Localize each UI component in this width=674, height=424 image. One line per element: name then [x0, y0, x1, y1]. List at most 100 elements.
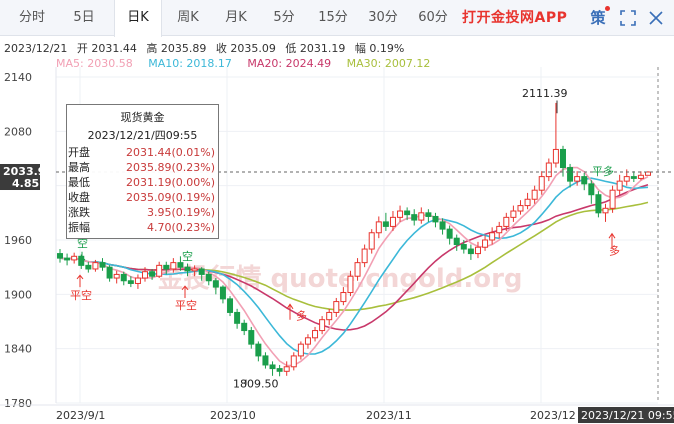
candle-body	[482, 239, 489, 248]
tab-timeshare[interactable]: 分时	[18, 10, 45, 25]
signal-arrow	[76, 274, 84, 288]
tooltip-title: 现货黄金	[120, 111, 165, 124]
current-price-label: 2033.9	[3, 165, 45, 178]
candle-body	[609, 189, 616, 209]
candle-body	[510, 210, 517, 218]
info-close: 收 2035.09	[215, 42, 276, 55]
info-amplitude: 幅 0.19%	[354, 42, 405, 55]
x-tick-label: 2023/9/1	[56, 409, 105, 422]
candle-body	[149, 271, 156, 277]
candlestick-chart[interactable]: 2140208020201960190018401780金投行情 quote.c…	[0, 36, 674, 424]
candle-body	[354, 262, 361, 277]
candle-body	[212, 280, 219, 288]
candle-body	[637, 174, 644, 179]
candle-body	[467, 248, 474, 255]
candle-body	[496, 225, 503, 234]
candle-body	[574, 176, 581, 182]
x-tick-label: 2023/11	[366, 409, 412, 422]
ohlc-tooltip: 现货黄金 2023/12/21/四09:55 开盘 2031.44(0.01%) …	[66, 104, 219, 239]
candle-body	[99, 262, 106, 268]
tab-5min[interactable]: 5分	[273, 10, 295, 25]
tooltip-date: 2023/12/21/四09:55	[87, 129, 198, 142]
y-tick-label: 2140	[4, 71, 32, 84]
tooltip-row-high: 最高 2035.89(0.23%)	[68, 161, 215, 174]
y-tick-label: 1780	[4, 397, 32, 410]
candle-body	[347, 275, 354, 294]
candle-body	[290, 355, 297, 368]
candle-body	[227, 298, 234, 313]
candle-body	[602, 207, 609, 214]
ma-legend: MA5: 2030.58 MA10: 2018.17 MA20: 2024.49…	[56, 57, 442, 70]
candle-body	[92, 262, 99, 270]
candle-body	[127, 280, 134, 284]
tab-60min[interactable]: 60分	[418, 10, 448, 25]
candle-body	[538, 176, 545, 191]
candle-body	[57, 253, 63, 259]
candle-body	[170, 262, 177, 270]
info-open: 开 2031.44	[76, 42, 137, 55]
tab-15min[interactable]: 15分	[318, 10, 348, 25]
signal-long-1: 多	[296, 309, 307, 323]
candle-body	[326, 311, 333, 321]
candle-body	[425, 212, 432, 217]
low-annotation: 1809.50	[233, 378, 279, 391]
candle-body	[312, 330, 319, 339]
signal-arrow	[286, 303, 294, 320]
tab-5day[interactable]: 5日	[73, 10, 95, 25]
tab-weekly-k[interactable]: 周K	[177, 10, 199, 25]
candle-body	[113, 273, 120, 279]
candle-body	[552, 148, 559, 164]
tooltip-row-close: 收盘 2035.09(0.19%)	[68, 191, 215, 204]
expand-icon[interactable]	[618, 7, 638, 29]
signal-arrow	[78, 251, 86, 264]
candle-body	[446, 228, 453, 239]
high-annotation: 2111.39	[522, 87, 568, 100]
candle-body	[623, 176, 630, 182]
candle-body	[517, 205, 524, 212]
candle-body	[524, 198, 531, 207]
candle-body	[219, 286, 226, 300]
ma20-label: MA20: 2024.49	[247, 57, 332, 70]
signal-arrow	[181, 285, 189, 298]
candle-body	[134, 277, 141, 284]
tab-daily-k[interactable]: 日K	[114, 0, 162, 37]
candle-body	[361, 248, 368, 264]
candle-body	[333, 301, 340, 313]
candle-body	[375, 221, 382, 234]
candle-body	[397, 210, 404, 218]
close-icon[interactable]	[646, 7, 666, 29]
candle-body	[595, 194, 602, 214]
candle-body	[368, 232, 375, 250]
candle-body	[630, 176, 637, 179]
candle-body	[439, 221, 446, 230]
candle-body	[616, 180, 623, 191]
tab-30min[interactable]: 30分	[368, 10, 398, 25]
y-tick-label: 1840	[4, 343, 32, 356]
tooltip-row-change: 涨跌 3.95(0.19%)	[68, 206, 215, 219]
candle-body	[191, 268, 198, 272]
candle-body	[474, 246, 481, 255]
candle-body	[163, 264, 170, 270]
ohlc-info-bar: 2023/12/21 开 2031.44 高 2035.89 收 2035.09…	[4, 40, 410, 56]
candle-body	[85, 264, 92, 270]
candle-body	[432, 215, 439, 223]
y-tick-label: 2080	[4, 125, 32, 138]
current-change-label: 4.85	[12, 177, 39, 190]
candle-body	[545, 162, 552, 178]
current-price-box	[0, 164, 40, 191]
tab-monthly-k[interactable]: 月K	[225, 10, 247, 25]
strategy-icon[interactable]: 策	[590, 9, 606, 27]
crosshair-time-label: 2023/12/21 09:55	[581, 409, 674, 422]
candle-body	[559, 148, 566, 169]
candle-body	[340, 292, 347, 303]
candle-body	[581, 176, 588, 185]
signal-close-long: 平多	[592, 164, 614, 178]
candle-body	[255, 343, 262, 357]
candle-body	[531, 189, 538, 200]
candle-body	[234, 311, 241, 324]
candle-body	[262, 355, 269, 366]
app-download-link[interactable]: 打开金投网APP	[462, 10, 568, 26]
candle-body	[411, 214, 418, 221]
candle-body	[567, 167, 574, 182]
tooltip-row-low: 最低 2031.19(0.00%)	[68, 176, 215, 189]
